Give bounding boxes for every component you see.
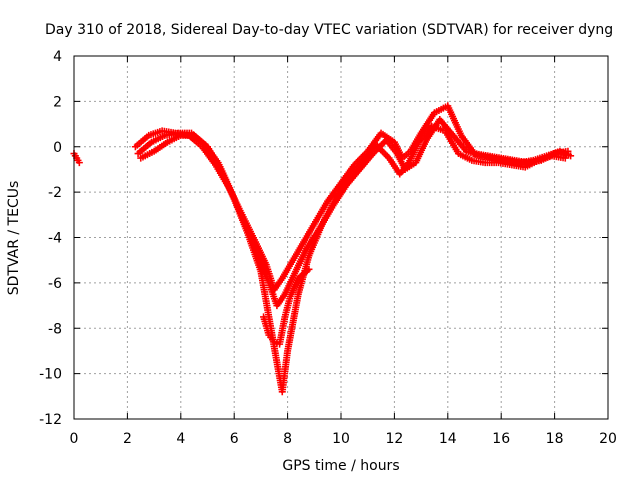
data-point-fill (265, 311, 273, 319)
data-point-fill (216, 163, 224, 171)
grid (74, 56, 608, 419)
data-point-fill (453, 147, 461, 155)
data-point-fill (229, 193, 237, 201)
data-point-fill (202, 141, 210, 149)
plot-frame (73, 55, 609, 420)
x-tick-label: 14 (439, 431, 457, 447)
y-tick-labels: 4 2 0 -2 -4 -6 -8 -10 -12 (39, 49, 62, 428)
x-axis-label: GPS time / hours (282, 458, 399, 474)
data-point-fill (74, 156, 82, 164)
y-tick-label: -4 (48, 231, 62, 247)
data-point-fill (564, 151, 572, 159)
data-point-fill (286, 295, 294, 303)
data-point-fill (532, 157, 540, 165)
series-track-d (137, 122, 569, 396)
x-tick-labels: 0 2 4 6 8 10 12 14 16 18 20 (70, 431, 617, 447)
data-point-fill (264, 329, 272, 337)
data-point-fill (298, 240, 306, 248)
data-point-fill (143, 133, 151, 141)
data-points (70, 102, 575, 396)
data-point-fill (188, 131, 196, 139)
y-tick-label: 0 (53, 140, 62, 156)
y-tick-label: -6 (48, 276, 62, 292)
data-point-fill (148, 148, 156, 156)
data-point-fill (466, 155, 474, 163)
data-point-fill (413, 140, 421, 148)
data-point-fill (280, 292, 288, 300)
data-point-fill (146, 140, 154, 148)
y-tick-label: -2 (48, 185, 62, 201)
data-point-fill (392, 148, 400, 156)
series-track-a (70, 150, 83, 167)
data-point-fill (268, 336, 276, 344)
data-point-fill (304, 254, 312, 262)
y-axis-label: SDTVAR / TECUs (6, 181, 22, 296)
data-point-fill (344, 176, 352, 184)
data-point-fill (383, 152, 391, 160)
data-point-fill (357, 160, 365, 168)
data-point-fill (461, 146, 469, 154)
series-track-e (260, 265, 313, 348)
data-point-fill (293, 276, 301, 284)
y-tick-label: -12 (39, 412, 62, 428)
x-tick-label: 0 (70, 431, 79, 447)
y-tick-label: 4 (53, 49, 62, 65)
x-tick-label: 18 (546, 431, 564, 447)
x-tick-label: 12 (385, 431, 403, 447)
data-point-fill (456, 129, 464, 137)
data-point-fill (243, 227, 251, 235)
y-tick-label: -8 (48, 321, 62, 337)
data-point-fill (291, 270, 299, 278)
data-point-fill (294, 292, 302, 300)
x-tick-label: 2 (123, 431, 132, 447)
x-tick-label: 6 (230, 431, 239, 447)
data-point-fill (277, 276, 285, 284)
data-point-fill (273, 356, 281, 364)
data-point-fill (322, 199, 330, 207)
data-point-fill (421, 138, 429, 146)
data-point-fill (426, 124, 434, 132)
y-tick-label: 2 (53, 94, 62, 110)
data-point-fill (303, 267, 311, 275)
data-point-fill (280, 315, 288, 323)
chart-title: Day 310 of 2018, Sidereal Day-to-day VTE… (45, 22, 613, 38)
data-point-fill (474, 151, 482, 159)
x-tick-label: 20 (599, 431, 617, 447)
data-point-fill (256, 265, 264, 273)
data-point-fill (309, 222, 317, 230)
x-tick-label: 8 (283, 431, 292, 447)
data-point-fill (71, 152, 79, 160)
data-point-fill (175, 133, 183, 141)
x-tick-label: 16 (492, 431, 510, 447)
data-point-fill (159, 133, 167, 141)
data-point-fill (442, 103, 450, 111)
data-point-fill (162, 140, 170, 148)
x-tick-label: 4 (176, 431, 185, 447)
data-point-fill (317, 222, 325, 230)
data-point-fill (402, 163, 410, 171)
data-point-fill (288, 258, 296, 266)
x-tick-label: 10 (332, 431, 350, 447)
series-track-b (131, 102, 572, 294)
y-tick-label: -10 (39, 367, 62, 383)
data-point-fill (559, 154, 567, 162)
data-point-fill (331, 197, 339, 205)
